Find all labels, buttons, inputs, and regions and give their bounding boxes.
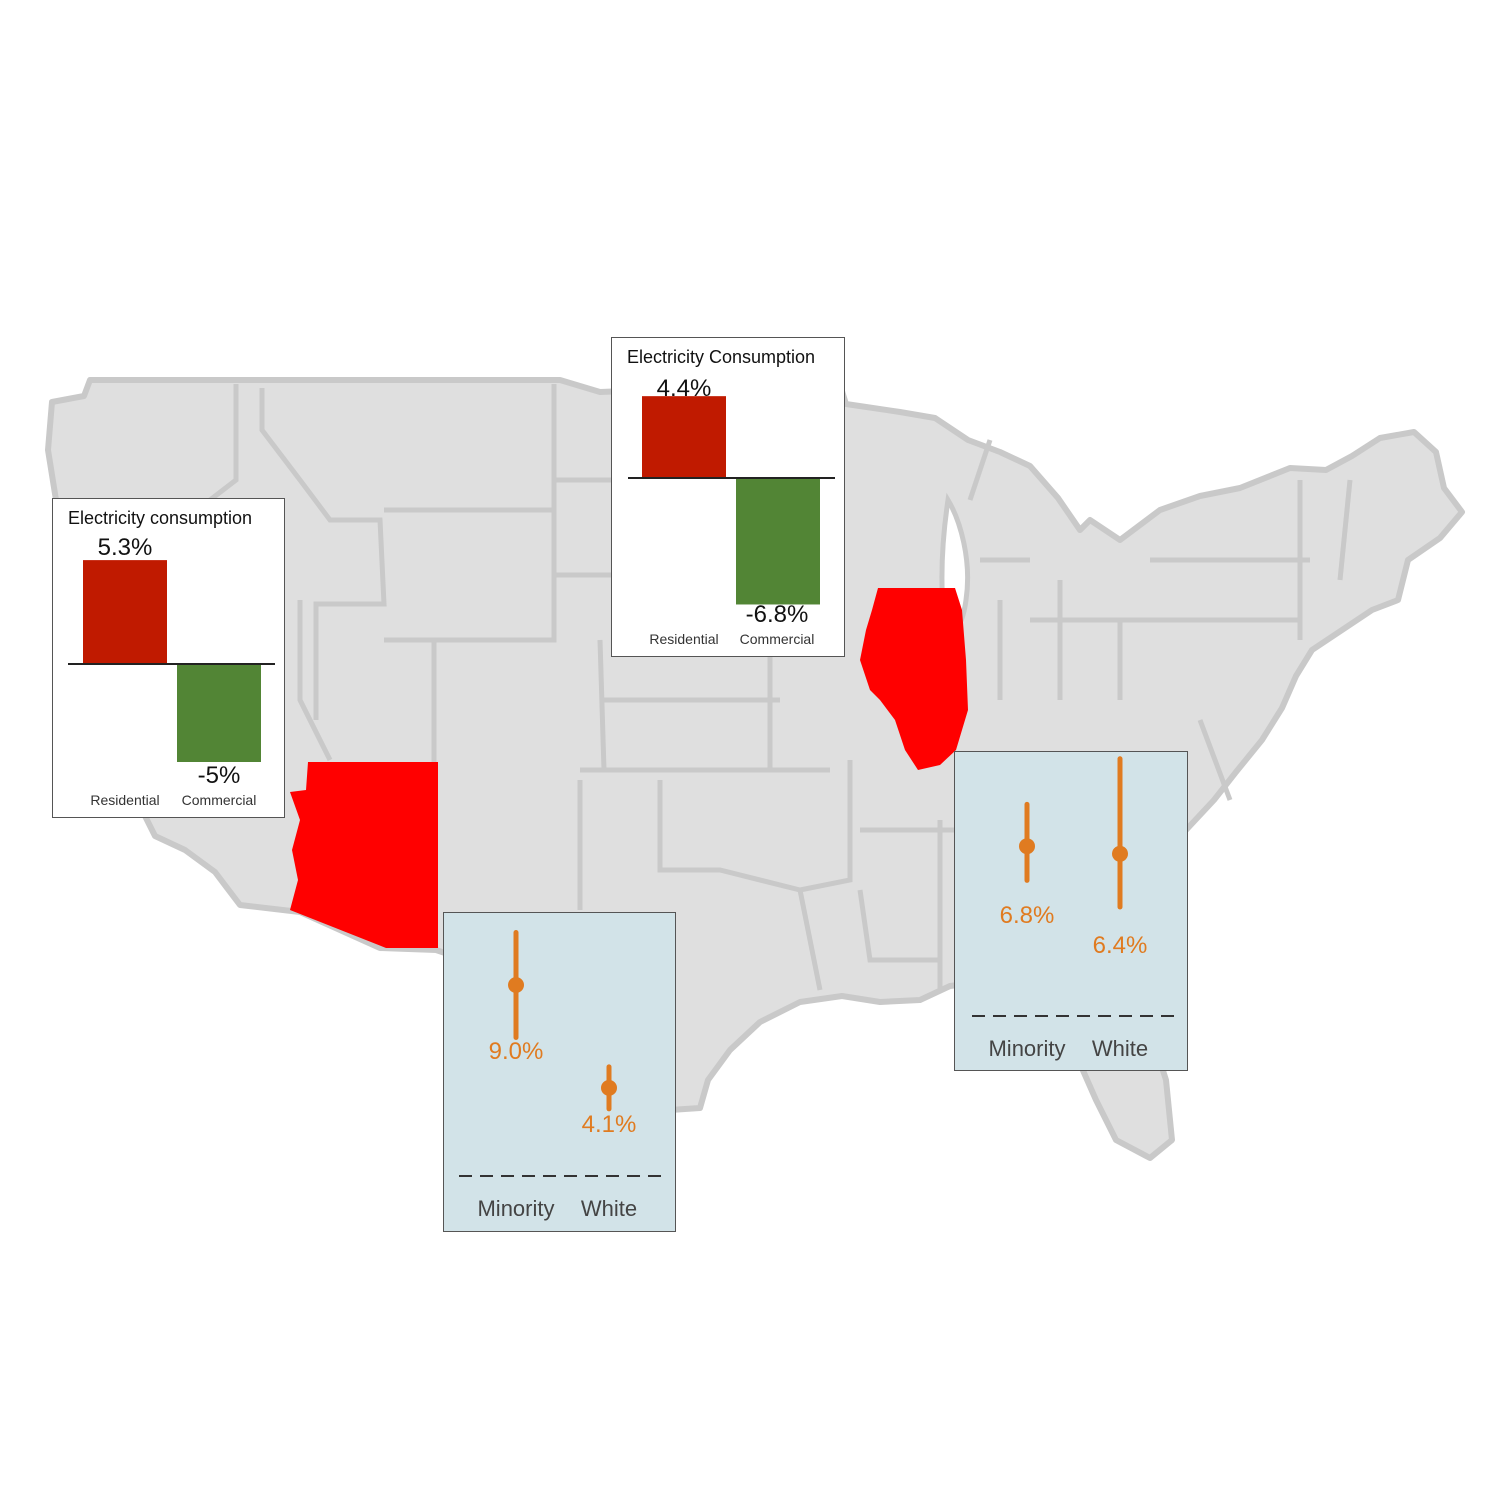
minority-category-label: Minority xyxy=(477,1196,554,1221)
arizona-consumption-panel: Electricity consumption 5.3% -5% Residen… xyxy=(52,498,285,818)
minority-value-label: 6.8% xyxy=(1000,902,1055,929)
minority-value-label: 9.0% xyxy=(489,1038,544,1065)
arizona-consumption-title: Electricity consumption xyxy=(68,508,253,528)
white-value-label: 4.1% xyxy=(582,1111,637,1138)
commercial-value-label: -5% xyxy=(198,762,241,789)
illinois-consumption-panel: Electricity Consumption 4.4% -6.8% Resid… xyxy=(611,337,845,657)
illinois-group-panel: 6.8% 6.4% Minority White xyxy=(954,751,1188,1071)
commercial-category-label: Commercial xyxy=(740,631,815,647)
illinois-group-chart: 6.8% 6.4% Minority White xyxy=(972,756,1175,1061)
arizona-state xyxy=(290,762,438,948)
illinois-consumption-bars xyxy=(642,396,820,605)
white-point xyxy=(1112,845,1128,862)
white-point xyxy=(601,1079,617,1096)
residential-category-label: Residential xyxy=(90,792,159,808)
commercial-category-label: Commercial xyxy=(182,792,257,808)
minority-category-label: Minority xyxy=(988,1036,1065,1061)
commercial-bar xyxy=(177,664,261,762)
white-value-label: 6.4% xyxy=(1093,932,1148,959)
white-category-label: White xyxy=(1092,1036,1148,1061)
commercial-bar xyxy=(736,478,820,605)
minority-point xyxy=(1019,838,1035,855)
commercial-value-label: -6.8% xyxy=(746,601,809,628)
arizona-consumption-bars xyxy=(83,560,261,762)
arizona-group-marks xyxy=(508,930,617,1112)
residential-bar xyxy=(83,560,167,664)
white-category-label: White xyxy=(581,1196,637,1221)
arizona-group-panel: 9.0% 4.1% Minority White xyxy=(443,912,676,1232)
illinois-state xyxy=(860,588,968,770)
residential-category-label: Residential xyxy=(649,631,718,647)
residential-value-label: 5.3% xyxy=(98,534,153,561)
residential-bar xyxy=(642,396,726,478)
arizona-group-chart: 9.0% 4.1% Minority White xyxy=(459,930,662,1221)
minority-point xyxy=(508,977,524,993)
state-borders xyxy=(207,384,1353,991)
illinois-consumption-chart: 4.4% -6.8% Residential Commercial xyxy=(628,375,835,647)
residential-value-label: 4.4% xyxy=(657,375,712,402)
illinois-group-marks xyxy=(1019,756,1128,910)
arizona-consumption-chart: 5.3% -5% Residential Commercial xyxy=(68,534,275,808)
illinois-consumption-title: Electricity Consumption xyxy=(627,347,816,367)
